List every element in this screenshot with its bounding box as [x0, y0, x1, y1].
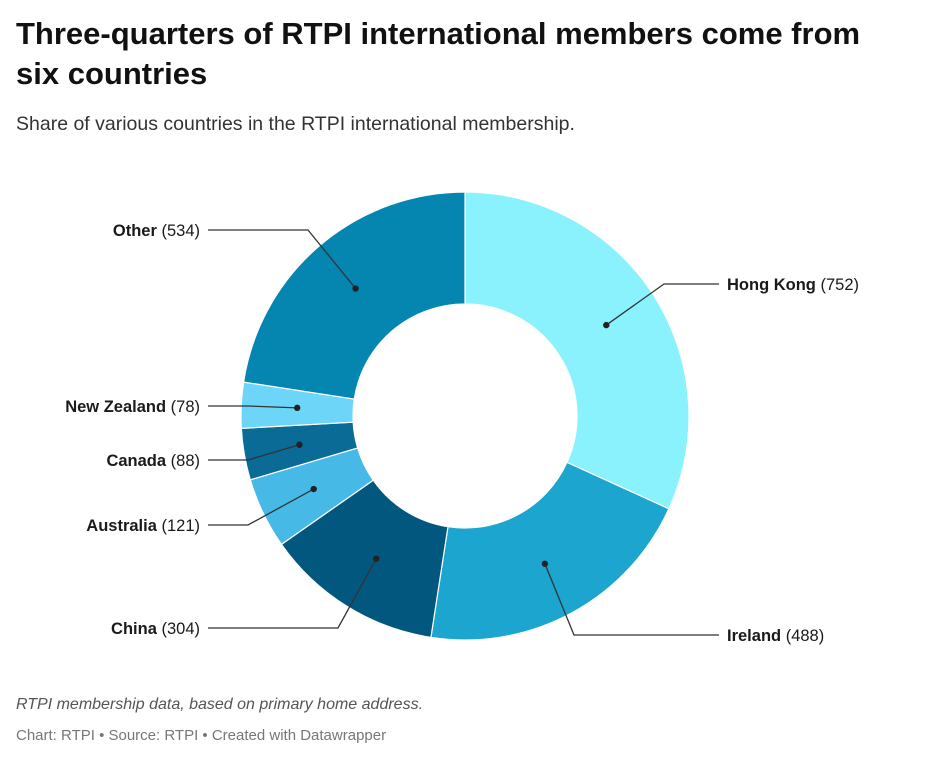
label-name-new-zealand: New Zealand: [65, 398, 166, 416]
leader-lines: [208, 229, 719, 636]
label-value-other: (534): [157, 222, 200, 240]
label-name-china: China: [111, 620, 158, 638]
leader-line-ireland: [544, 563, 719, 636]
leader-line-canada: [208, 444, 300, 461]
leader-line-other: [208, 229, 357, 289]
label-value-australia: (121): [157, 517, 200, 535]
leader-dot-canada: [296, 441, 303, 448]
leader-dot-hong-kong: [603, 321, 610, 329]
slice-ireland: [430, 461, 670, 641]
leader-line-new-zealand: [208, 405, 298, 409]
label-china: China (304): [111, 620, 200, 638]
leader-dot-china: [373, 555, 380, 562]
label-name-australia: Australia: [86, 517, 157, 535]
leader-line-china: [208, 558, 377, 629]
label-value-new-zealand: (78): [166, 398, 200, 416]
label-value-hong-kong: (752): [816, 276, 859, 294]
label-name-other: Other: [113, 222, 158, 240]
slice-labels: Hong Kong (752) Ireland (488) China (304) A…: [65, 222, 859, 645]
label-canada: Canada (88): [106, 452, 200, 470]
label-new-zealand: New Zealand (78): [65, 398, 200, 416]
leader-dot-australia: [310, 485, 317, 493]
slice-other: [242, 191, 466, 400]
label-name-canada: Canada: [106, 452, 166, 470]
label-name-ireland: Ireland: [727, 627, 781, 645]
label-australia: Australia (121): [86, 517, 200, 535]
leader-line-australia: [208, 488, 315, 526]
leader-dot-new-zealand: [293, 404, 301, 412]
chart-title: Three-quarters of RTPI international mem…: [16, 16, 861, 91]
chart-footer: Chart: RTPI • Source: RTPI • Created wit…: [16, 727, 387, 744]
label-value-ireland: (488): [781, 627, 824, 645]
donut-slices: [240, 191, 690, 641]
label-value-china: (304): [157, 620, 200, 638]
slice-hong-kong: [464, 191, 690, 510]
label-other: Other (534): [113, 222, 200, 240]
label-value-canada: (88): [166, 452, 200, 470]
chart-note: RTPI membership data, based on primary h…: [16, 696, 424, 713]
leader-dot-ireland: [541, 560, 549, 567]
label-name-hong-kong: Hong Kong: [727, 276, 816, 294]
donut-chart: Hong Kong (752) Ireland (488) China (304) A…: [65, 191, 859, 645]
chart-subtitle: Share of various countries in the RTPI i…: [16, 113, 575, 135]
label-hong-kong: Hong Kong (752): [727, 276, 859, 294]
leader-line-hong-kong: [605, 283, 719, 326]
leader-dot-other: [352, 285, 359, 292]
label-ireland: Ireland (488): [727, 627, 824, 645]
